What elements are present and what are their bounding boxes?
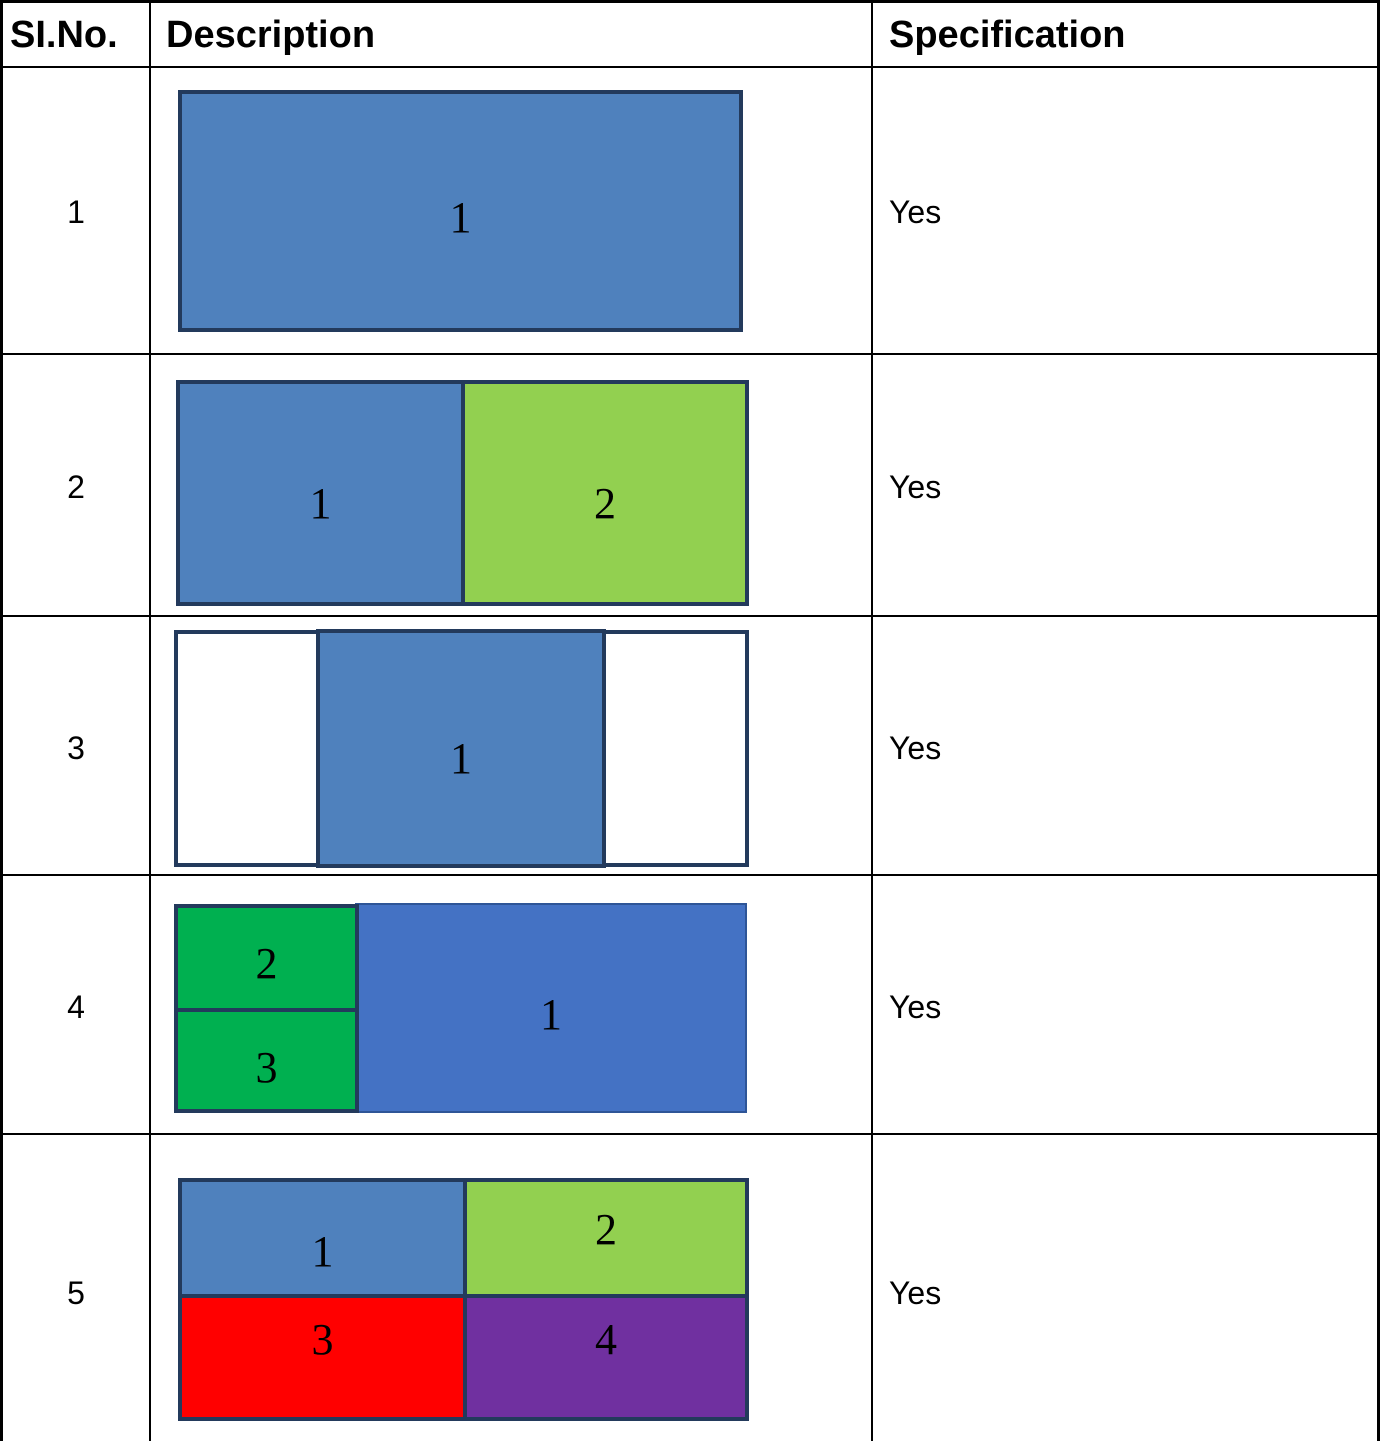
row-4-layout-zone-2: 2 <box>174 904 359 1012</box>
header-divider <box>0 66 1380 68</box>
row-2-sl-no: 2 <box>67 469 85 505</box>
zone-label: 3 <box>311 1315 334 1364</box>
zone-label: 1 <box>450 734 472 783</box>
column-divider-2 <box>871 0 873 1441</box>
zone-label: 1 <box>311 1227 334 1276</box>
zone-label: 2 <box>595 1205 617 1254</box>
row-5-layout-zone-3: 3 <box>178 1294 467 1421</box>
row-3-layout-zone-right-empty <box>602 630 749 867</box>
row-divider-4 <box>0 1133 1380 1135</box>
table-border-right <box>1377 0 1380 1441</box>
zone-label: 1 <box>449 193 472 242</box>
zone-label: 3 <box>255 1043 278 1092</box>
zone-label: 4 <box>595 1315 617 1364</box>
row-4-sl-no: 4 <box>67 989 85 1025</box>
column-divider-1 <box>149 0 151 1441</box>
row-3-sl-no: 3 <box>67 730 85 766</box>
zone-label: 1 <box>540 990 562 1039</box>
row-4-specification: Yes <box>889 989 942 1025</box>
row-5-layout-zone-2: 2 <box>463 1178 749 1298</box>
row-divider-1 <box>0 353 1380 355</box>
zone-label: 1 <box>309 479 332 528</box>
header-description: Description <box>166 14 376 56</box>
row-2-specification: Yes <box>889 469 942 505</box>
row-3-layout-zone-left-empty <box>174 630 320 867</box>
table-border-top <box>0 0 1380 3</box>
row-4-layout-zone-1: 1 <box>355 903 747 1113</box>
row-5-specification: Yes <box>889 1275 942 1311</box>
row-3-layout-zone-1: 1 <box>316 629 606 868</box>
row-2-layout-zone-1: 1 <box>176 380 465 606</box>
row-1-layout-zone-1: 1 <box>178 90 743 332</box>
header-specification: Specification <box>889 14 1126 56</box>
row-1-sl-no: 1 <box>67 194 85 230</box>
row-4-layout-zone-3: 3 <box>174 1008 359 1113</box>
zone-label: 2 <box>594 479 616 528</box>
row-1-specification: Yes <box>889 194 942 230</box>
header-sl-no: SI.No. <box>10 14 118 56</box>
row-divider-3 <box>0 874 1380 876</box>
row-5-layout-zone-4: 4 <box>463 1294 749 1421</box>
row-divider-2 <box>0 615 1380 617</box>
zone-label: 2 <box>255 939 278 988</box>
row-5-layout-zone-1: 1 <box>178 1178 467 1298</box>
row-5-sl-no: 5 <box>67 1275 85 1311</box>
table-border-left <box>0 0 3 1441</box>
row-2-layout-zone-2: 2 <box>461 380 749 606</box>
row-3-specification: Yes <box>889 730 942 766</box>
